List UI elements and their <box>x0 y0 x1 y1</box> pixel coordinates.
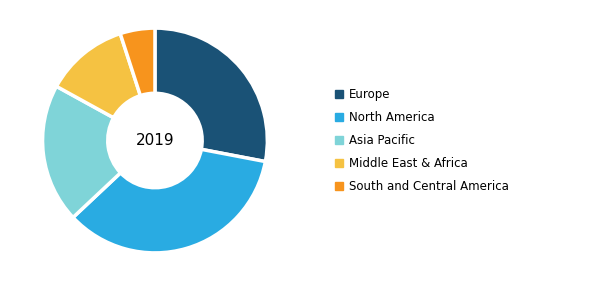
Wedge shape <box>57 34 141 118</box>
Wedge shape <box>42 86 120 217</box>
Wedge shape <box>73 149 265 253</box>
Wedge shape <box>120 28 155 96</box>
Circle shape <box>108 93 202 188</box>
Wedge shape <box>155 28 268 162</box>
Legend: Europe, North America, Asia Pacific, Middle East & Africa, South and Central Ame: Europe, North America, Asia Pacific, Mid… <box>330 83 514 198</box>
Text: 2019: 2019 <box>136 133 174 148</box>
